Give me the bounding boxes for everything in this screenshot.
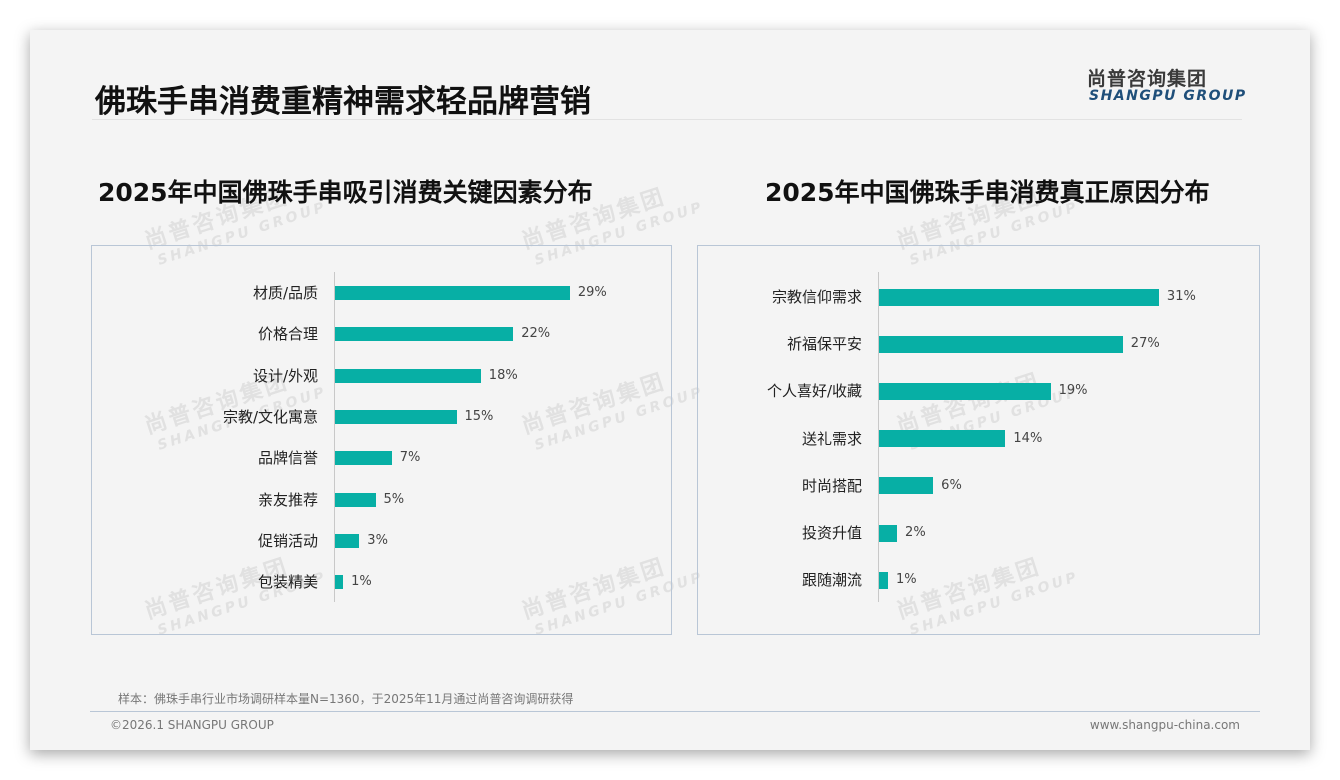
bar-category-label: 送礼需求 [801,429,862,448]
bar-value-label: 27% [1130,336,1160,352]
bar-row: 跟随潮流 1% [698,565,1259,595]
bar [335,409,457,424]
bar-value-label: 1% [896,572,917,588]
bar [879,571,889,589]
bar-category-label: 时尚搭配 [801,476,862,495]
title-divider [92,119,1242,120]
bar-category-label: 价格合理 [257,325,318,344]
logo-text-en: SHANGPU GROUP [1089,88,1247,104]
bar [335,492,376,507]
sample-note: 样本：佛珠手串行业市场调研样本量N=1360，于2025年11月通过尚普咨询调研… [118,692,574,706]
page-title: 佛珠手串消费重精神需求轻品牌营销 [95,84,591,120]
bar-category-label: 材质/品质 [252,284,318,302]
bar-row: 送礼需求 14% [698,424,1259,454]
bar [879,430,1006,448]
right-chart-box: 宗教信仰需求 31% 祈福保平安 27% 个人喜好/收藏 19% 送礼需求 14% 时尚搭配 6%… [697,245,1260,635]
bar-row: 促销活动 3% [92,526,671,556]
chart-axis [878,272,879,602]
bar-row: 宗教/文化寓意 15% [92,402,671,432]
bar-row: 个人喜好/收藏 19% [698,376,1259,406]
bar-row: 品牌信誉 7% [92,443,671,473]
bar-category-label: 包装精美 [257,573,318,592]
slide: 尚普咨询集团 SHANGPU GROUP 尚普咨询集团 SHANGPU GROUP … [30,30,1310,750]
chart-axis [334,272,335,602]
footer-divider [90,711,1260,712]
website-link[interactable]: www.shangpu-china.com [1089,718,1240,732]
bar-value-label: 18% [488,367,518,383]
bar-value-label: 19% [1058,383,1088,399]
bar [879,477,934,495]
bar-row: 价格合理 22% [92,319,671,349]
bar-row: 宗教信仰需求 31% [698,282,1259,312]
bar-category-label: 宗教/文化寓意 [222,407,318,426]
logo-text-cn: 尚普咨询集团 [1087,68,1208,90]
bar-category-label: 设计/外观 [252,366,318,385]
bar [335,575,344,590]
bar [879,382,1051,400]
bar [335,368,481,383]
bar-value-label: 3% [367,532,388,548]
bar-value-label: 31% [1166,289,1196,304]
bar [879,288,1159,306]
bar [335,451,392,466]
bar-row: 材质/品质 29% [92,278,671,308]
left-chart-title: 2025年中国佛珠手串吸引消费关键因素分布 [98,178,593,207]
bar-category-label: 祈福保平安 [786,335,862,354]
bar-row: 时尚搭配 6% [698,471,1259,501]
bar-row: 投资升值 2% [698,518,1259,548]
bar-value-label: 14% [1013,430,1043,446]
bar-row: 包装精美 1% [92,567,671,597]
bar-value-label: 5% [383,491,405,507]
bar [879,335,1123,353]
left-chart-box: 材质/品质 29% 价格合理 22% 设计/外观 18% 宗教/文化寓意 15% 品牌信誉 7% 亲… [91,245,672,635]
bar [335,286,570,300]
bar-category-label: 跟随潮流 [801,571,862,590]
bar-category-label: 亲友推荐 [257,490,318,509]
bar-value-label: 22% [521,326,551,342]
copyright: ©2026.1 SHANGPU GROUP [110,718,274,732]
bar-category-label: 品牌信誉 [257,449,318,468]
bar-value-label: 15% [464,408,494,424]
bar-row: 祈福保平安 27% [698,329,1259,359]
bar-category-label: 促销活动 [257,531,318,550]
bar-value-label: 29% [577,285,607,300]
bar-row: 设计/外观 18% [92,361,671,391]
bar-value-label: 2% [905,525,926,540]
bar [879,524,898,542]
bar [335,533,360,548]
bar [335,327,514,342]
bar-category-label: 个人喜好/收藏 [766,382,862,401]
bar-category-label: 投资升值 [801,524,862,542]
bar-value-label: 7% [399,450,421,466]
bar-value-label: 6% [941,477,962,493]
bar-value-label: 1% [351,574,372,590]
right-chart-title: 2025年中国佛珠手串消费真正原因分布 [765,178,1210,207]
bar-row: 亲友推荐 5% [92,485,671,515]
bar-category-label: 宗教信仰需求 [771,288,862,306]
